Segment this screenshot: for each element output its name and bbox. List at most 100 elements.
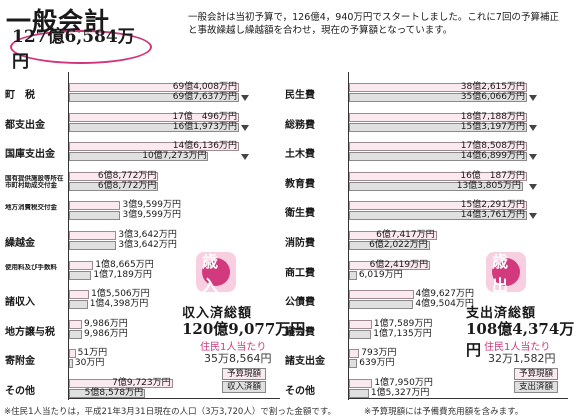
expenditure-value-current: 6億2,419万円 (369, 259, 429, 270)
revenue-badge-label: 歳入 (202, 252, 230, 295)
revenue-axis (68, 72, 69, 400)
revenue-bar-current (69, 379, 173, 388)
revenue-value-current: 7億9,723万円 (112, 378, 171, 388)
revenue-legend: 予算現額 収入済額 (222, 368, 267, 394)
expenditure-bar-current (349, 349, 360, 359)
revenue-category-label: 地方譲与税 (5, 326, 55, 338)
expenditure-value-actual: 1億5,327万円 (370, 388, 430, 398)
overflow-arrow-icon (529, 213, 537, 220)
expenditure-bar-current (349, 142, 527, 152)
revenue-bar-actual (69, 211, 121, 221)
expenditure-badge-label: 歳出 (492, 252, 520, 295)
revenue-summary-value: 120億9,077万円 (182, 320, 306, 338)
revenue-bar-current (69, 112, 239, 122)
revenue-bar-current (69, 260, 94, 270)
revenue-value-actual: 10億7,273万円 (142, 151, 207, 162)
expenditure-value-actual: 14億6,899万円 (460, 151, 525, 162)
revenue-value-actual: 1億7,189万円 (93, 269, 152, 280)
revenue-category-label: 地方消費税交付金 (5, 204, 57, 212)
revenue-category-label: その他 (5, 386, 35, 397)
expenditure-bar-actual (349, 152, 527, 162)
expenditure-value-actual: 639万円 (359, 358, 395, 369)
expenditure-per-capita-value: 32万1,582円 (488, 352, 556, 365)
revenue-bar-current (69, 231, 117, 240)
expenditure-category-label: 議会費 (285, 326, 315, 338)
expenditure-bar-actual (349, 270, 357, 280)
revenue-bar-actual (69, 300, 88, 310)
revenue-bar-actual (69, 241, 117, 250)
legend-actual: 収入済額 (222, 381, 267, 393)
revenue-value-current: 14億6,136万円 (172, 141, 237, 152)
expenditure-category-label: 衛生費 (285, 208, 315, 220)
overflow-arrow-icon (529, 154, 537, 161)
budget-description: 一般会計は当初予算で，126億4，940万円でスタートしました。これに7回の予算… (188, 12, 559, 36)
expenditure-value-current: 18億7,188万円 (460, 111, 525, 122)
revenue-value-actual: 16億1,973万円 (172, 121, 237, 132)
revenue-value-current: 9,986万円 (83, 318, 128, 329)
expenditure-bar-current (349, 112, 527, 122)
expenditure-bar-current (349, 319, 372, 329)
expenditure-category-label: 諸支出金 (285, 356, 325, 368)
revenue-category-label: 使用料及び手数料 (5, 263, 57, 271)
revenue-bar-actual (69, 152, 209, 162)
overflow-arrow-icon (241, 95, 249, 101)
expenditure-category-label: 土木費 (285, 149, 315, 161)
revenue-value-current: 51万円 (77, 348, 108, 359)
revenue-badge: 歳入 (196, 252, 236, 295)
revenue-value-actual: 30万円 (74, 358, 105, 369)
expenditure-bar-current (349, 231, 437, 240)
expenditure-bar-actual (349, 211, 527, 221)
expenditure-value-actual: 15億3,197万円 (460, 121, 525, 132)
revenue-category-label: 寄附金 (5, 356, 35, 368)
revenue-category-label: 国有提供施設等所在市町村助成交付金 (5, 174, 64, 189)
expenditure-value-current: 15億2,291万円 (460, 200, 525, 211)
footnote-right: ※予算現額には予備費充用額を含みます。 (364, 407, 524, 417)
revenue-value-actual: 9,986万円 (83, 328, 128, 339)
overflow-arrow-icon (529, 95, 537, 101)
expenditure-category-label: 教育費 (285, 178, 315, 190)
overflow-arrow-icon (241, 124, 249, 131)
revenue-bar-current (69, 319, 82, 329)
expenditure-value-actual: 35億6,066万円 (460, 92, 525, 102)
revenue-per-capita-label: 住民1人当たり (200, 342, 267, 353)
revenue-category-label: 諸収入 (5, 297, 35, 309)
revenue-value-actual: 1億4,398万円 (89, 299, 149, 310)
total-budget: 127億6,584万円 (10, 27, 152, 72)
expenditure-bar-actual (349, 241, 430, 250)
expenditure-category-label: 民生費 (285, 90, 315, 101)
expenditure-value-current: 793万円 (361, 348, 397, 359)
revenue-value-current: 6億8,772万円 (97, 170, 157, 181)
expenditure-value-current: 1億7,950万円 (374, 378, 433, 388)
expenditure-value-actual: 6億2,022万円 (369, 240, 428, 250)
expenditure-value-current: 6億7,417万円 (376, 230, 435, 240)
revenue-value-current: 1億5,506万円 (91, 289, 150, 300)
expenditure-bar-actual (349, 181, 523, 191)
revenue-bar-actual (69, 389, 146, 398)
revenue-summary-label: 収入済総額 (182, 306, 253, 321)
expenditure-category-label: 商工費 (285, 267, 315, 279)
revenue-value-current: 69億4,008万円 (172, 82, 237, 92)
revenue-bar-actual (69, 122, 239, 132)
expenditure-value-actual: 13億3,805万円 (456, 180, 521, 191)
expenditure-bar-actual (349, 359, 358, 369)
revenue-axis-bottom (68, 398, 280, 399)
revenue-value-current: 3億9,599万円 (122, 200, 181, 211)
revenue-value-actual: 69億7,637万円 (172, 92, 237, 102)
expenditure-value-current: 4億9,627万円 (415, 289, 475, 300)
revenue-bar-actual (69, 359, 73, 369)
expenditure-bar-current (349, 290, 414, 300)
revenue-bar-current (69, 201, 121, 211)
revenue-bar-actual (69, 329, 82, 339)
legend-current: 予算現額 (514, 368, 559, 380)
revenue-bar-current (69, 83, 239, 92)
revenue-bar-current (69, 349, 76, 359)
expenditure-category-label: 総務費 (285, 119, 315, 131)
expenditure-category-label: 消防費 (285, 238, 315, 249)
expenditure-value-actual: 4億9,504万円 (415, 299, 474, 310)
expenditure-bar-actual (349, 93, 527, 102)
revenue-value-actual: 3億3,642万円 (118, 240, 177, 250)
expenditure-bar-current (349, 201, 527, 211)
revenue-bar-current (69, 142, 239, 152)
expenditure-bar-current (349, 379, 373, 388)
expenditure-summary-value: 108億4,374万円 (466, 320, 575, 359)
